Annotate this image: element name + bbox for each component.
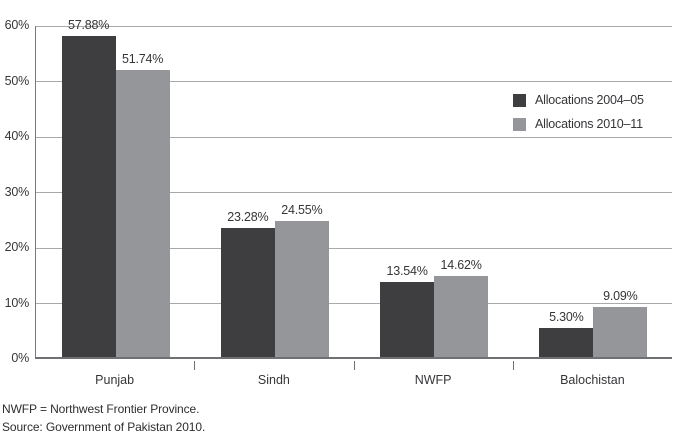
x-axis-label-sindh: Sindh [257, 373, 290, 387]
bar-nwfp-series-2 [434, 275, 489, 357]
value-label-punjab-series-1: 57.88% [68, 17, 110, 32]
bar-balochistan-series-2 [593, 306, 648, 357]
bar-punjab-series-1 [61, 35, 116, 357]
gridline-50% [36, 81, 672, 82]
y-axis-tick-label: 0% [11, 351, 29, 365]
y-axis-tick-label: 40% [4, 129, 30, 143]
footnotes: NWFP = Northwest Frontier Province. Sour… [2, 400, 205, 436]
bar-nwfp-series-1 [380, 281, 435, 357]
gridline-60% [36, 25, 672, 27]
value-label-punjab-series-2: 51.74% [122, 51, 164, 66]
y-axis-tick-label: 20% [4, 240, 30, 254]
legend-label-series-2: Allocations 2010–11 [535, 117, 643, 131]
legend-label-series-1: Allocations 2004–05 [535, 93, 644, 107]
x-axis-tick [194, 361, 196, 370]
bar-punjab-series-2 [115, 69, 170, 357]
legend-item-series-1: Allocations 2004–05 [513, 93, 644, 107]
x-axis-label-punjab: Punjab [95, 373, 135, 387]
x-axis-tick [512, 361, 514, 370]
y-axis-tick-label: 10% [4, 295, 30, 310]
legend-item-series-2: Allocations 2010–11 [513, 117, 644, 131]
note-source: Source: Government of Pakistan 2010. [2, 420, 206, 434]
bar-sindh-series-2 [274, 220, 329, 357]
legend-swatch-series-1 [513, 93, 526, 107]
legend-swatch-series-2 [513, 117, 526, 131]
value-label-nwfp-series-1: 13.54% [386, 263, 428, 278]
y-axis-tick-label: 60% [4, 18, 30, 32]
bar-sindh-series-1 [220, 227, 275, 357]
note-abbreviation: NWFP = Northwest Frontier Province. [2, 402, 200, 416]
value-label-sindh-series-2: 24.55% [281, 202, 323, 217]
bar-balochistan-series-1 [539, 327, 594, 357]
gridline-20% [36, 247, 672, 249]
y-axis-tick-label: 50% [4, 73, 30, 88]
value-label-sindh-series-1: 23.28% [227, 209, 269, 224]
legend: Allocations 2004–05 Allocations 2010–11 [513, 93, 644, 141]
gridline-30% [36, 192, 672, 193]
value-label-nwfp-series-2: 14.62% [440, 257, 482, 272]
gridline-40% [36, 136, 672, 138]
value-label-balochistan-series-1: 5.30% [549, 309, 584, 324]
plot-area: 57.88% 51.74% 23.28% 24.55% 13.54% 14.62% 5.30… [35, 18, 672, 359]
x-axis-label-nwfp: NWFP [414, 373, 452, 387]
value-label-balochistan-series-2: 9.09% [603, 288, 638, 303]
gridline-10% [36, 303, 672, 304]
y-axis-tick-label: 30% [4, 184, 30, 199]
x-axis-tick [353, 361, 355, 370]
x-axis-label-balochistan: Balochistan [560, 373, 625, 387]
